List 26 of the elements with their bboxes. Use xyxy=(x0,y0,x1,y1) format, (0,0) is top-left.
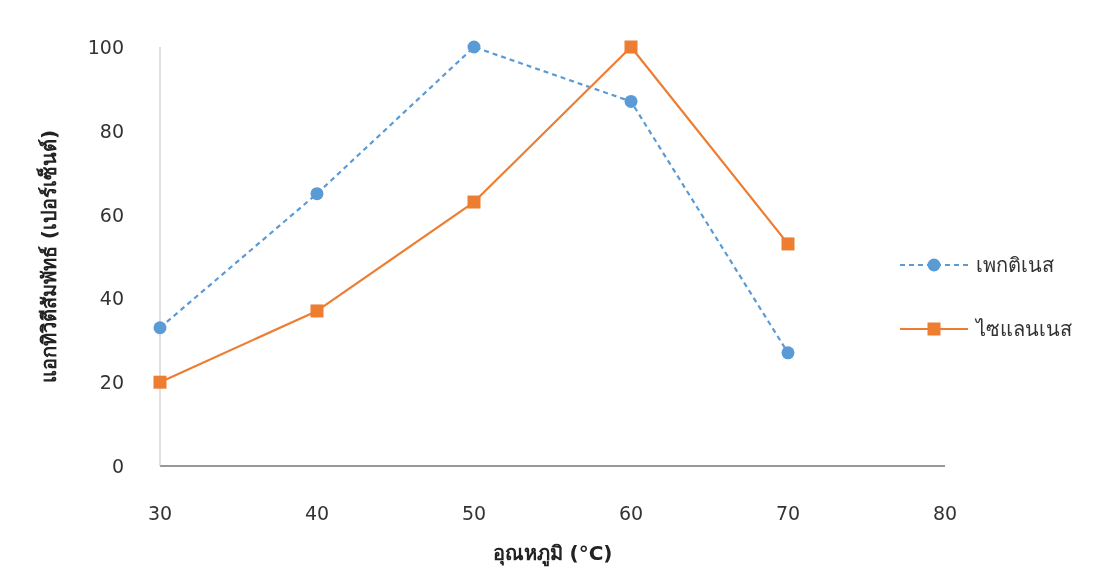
point xyxy=(153,375,167,389)
x-tick-label: 30 xyxy=(147,502,173,524)
x-tick-label: 80 xyxy=(932,502,958,524)
point xyxy=(467,195,481,209)
x-tick-label: 70 xyxy=(775,502,801,524)
point xyxy=(781,237,795,251)
point xyxy=(310,304,324,318)
y-tick-label: 100 xyxy=(87,36,124,58)
y-tick-label: 60 xyxy=(99,203,124,226)
legend-label: ไซแลนเนส xyxy=(974,317,1072,341)
x-tick-label: 60 xyxy=(618,502,644,524)
y-tick-label: 40 xyxy=(99,287,124,310)
x-axis-title: อุณหภูมิ (°C) xyxy=(492,541,613,567)
y-tick-label: 20 xyxy=(99,371,124,394)
point xyxy=(624,40,638,54)
legend-label: เพกติเนส xyxy=(976,253,1054,277)
y-axis-title: แอกทิวิตีสัมพัทธ์ (เปอร์เซ็นต์) xyxy=(36,129,61,384)
y-tick-label: 80 xyxy=(99,119,124,142)
point xyxy=(153,321,167,335)
x-tick-label: 40 xyxy=(304,502,330,524)
y-tick-label: 0 xyxy=(111,455,124,477)
point xyxy=(310,187,324,201)
point xyxy=(624,94,638,108)
point xyxy=(781,346,795,360)
x-tick-label: 50 xyxy=(461,502,487,524)
point xyxy=(467,40,481,54)
